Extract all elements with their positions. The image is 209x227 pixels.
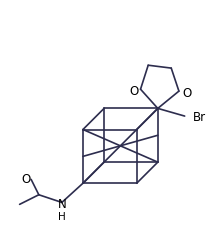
Text: H: H (58, 211, 66, 221)
Text: O: O (129, 84, 138, 97)
Text: N: N (57, 197, 66, 210)
Text: O: O (182, 86, 191, 99)
Text: O: O (22, 172, 31, 185)
Text: Br: Br (193, 110, 206, 123)
